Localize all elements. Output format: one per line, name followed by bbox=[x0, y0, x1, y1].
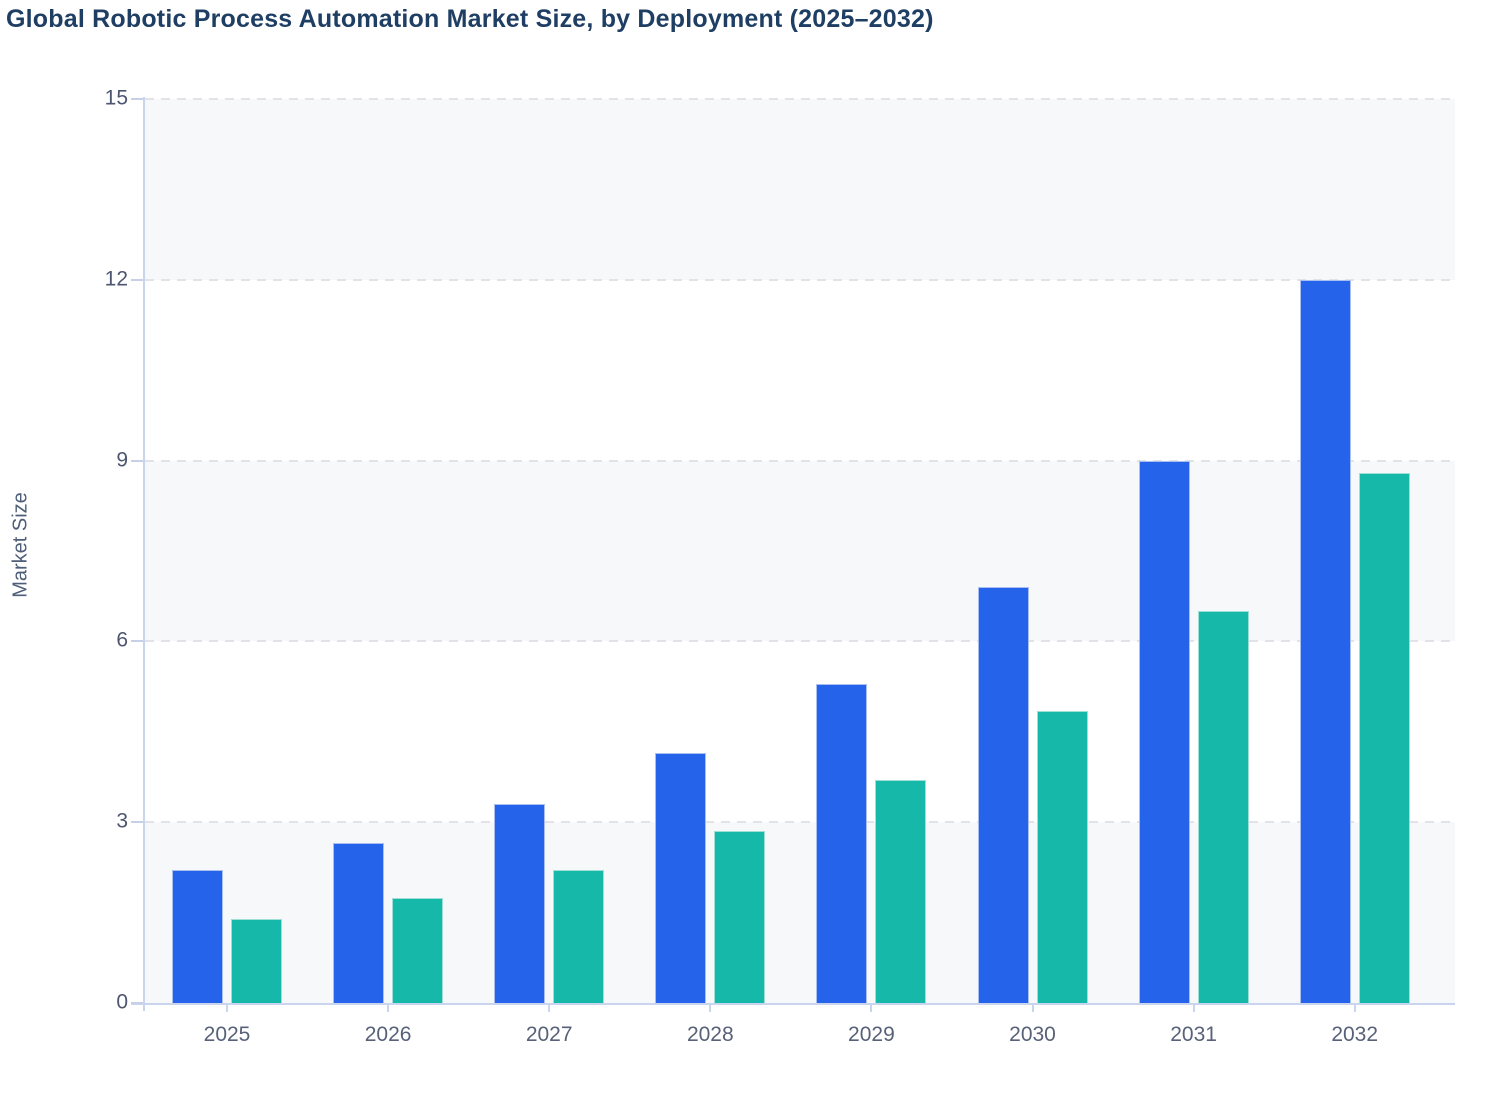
y-tick-6 bbox=[131, 640, 143, 642]
bar-teal-2031[interactable] bbox=[1198, 611, 1249, 1003]
bar-blue-2032[interactable] bbox=[1300, 280, 1351, 1003]
bar-group-2031: 2031 bbox=[1139, 99, 1249, 1003]
y-tick-12 bbox=[131, 279, 143, 281]
bar-teal-2025[interactable] bbox=[231, 919, 282, 1003]
y-tick-label-9: 9 bbox=[116, 448, 128, 472]
bar-blue-2027[interactable] bbox=[494, 804, 545, 1003]
y-tick-label-0: 0 bbox=[116, 991, 128, 1015]
y-tick-label-12: 12 bbox=[105, 267, 128, 291]
bar-blue-2028[interactable] bbox=[655, 753, 706, 1003]
bar-group-2026: 2026 bbox=[333, 99, 443, 1003]
bar-blue-2029[interactable] bbox=[816, 684, 867, 1003]
bar-teal-2026[interactable] bbox=[392, 898, 443, 1003]
chart-title: Global Robotic Process Automation Market… bbox=[6, 5, 934, 34]
bar-teal-2032[interactable] bbox=[1359, 473, 1410, 1003]
bar-blue-2025[interactable] bbox=[172, 870, 223, 1003]
bar-teal-2030[interactable] bbox=[1037, 711, 1088, 1003]
x-tick-label-2028: 2028 bbox=[687, 1023, 734, 1047]
bar-group-2029: 2029 bbox=[816, 99, 926, 1003]
bar-teal-2027[interactable] bbox=[553, 870, 604, 1003]
y-tick-3 bbox=[131, 821, 143, 823]
y-tick-label-6: 6 bbox=[116, 629, 128, 653]
y-tick-label-3: 3 bbox=[116, 810, 128, 834]
x-tick-2031 bbox=[1193, 1005, 1195, 1012]
bar-blue-2026[interactable] bbox=[333, 843, 384, 1003]
x-tick-label-2030: 2030 bbox=[1009, 1023, 1056, 1047]
x-tick-2027 bbox=[548, 1005, 550, 1012]
bar-group-2027: 2027 bbox=[494, 99, 604, 1003]
bar-teal-2029[interactable] bbox=[875, 780, 926, 1003]
bar-group-2028: 2028 bbox=[655, 99, 765, 1003]
x-tick-label-2029: 2029 bbox=[848, 1023, 895, 1047]
x-tick-2028 bbox=[709, 1005, 711, 1012]
x-tick-2026 bbox=[387, 1005, 389, 1012]
bar-blue-2031[interactable] bbox=[1139, 461, 1190, 1003]
y-tick-9 bbox=[131, 460, 143, 462]
bar-group-2032: 2032 bbox=[1300, 99, 1410, 1003]
x-tick-2032 bbox=[1354, 1005, 1356, 1012]
y-tick-15 bbox=[131, 98, 143, 100]
x-tick-2025 bbox=[226, 1005, 228, 1012]
x-tick-2029 bbox=[870, 1005, 872, 1012]
x-axis-line bbox=[131, 1003, 1455, 1005]
bar-teal-2028[interactable] bbox=[714, 831, 765, 1003]
x-tick-label-2032: 2032 bbox=[1331, 1023, 1378, 1047]
x-tick-2030 bbox=[1032, 1005, 1034, 1012]
y-tick-label-15: 15 bbox=[105, 87, 128, 111]
y-axis-title: Market Size bbox=[10, 492, 33, 598]
x-tick-label-2027: 2027 bbox=[526, 1023, 573, 1047]
bar-group-2025: 2025 bbox=[172, 99, 282, 1003]
x-tick-label-2031: 2031 bbox=[1170, 1023, 1217, 1047]
plot-area: 0369121520252026202720282029203020312032 bbox=[145, 99, 1455, 1003]
x-tick-label-2025: 2025 bbox=[204, 1023, 251, 1047]
x-tick-label-2026: 2026 bbox=[365, 1023, 412, 1047]
bar-blue-2030[interactable] bbox=[978, 587, 1029, 1003]
bar-group-2030: 2030 bbox=[978, 99, 1088, 1003]
y-tick-0 bbox=[131, 1002, 143, 1004]
